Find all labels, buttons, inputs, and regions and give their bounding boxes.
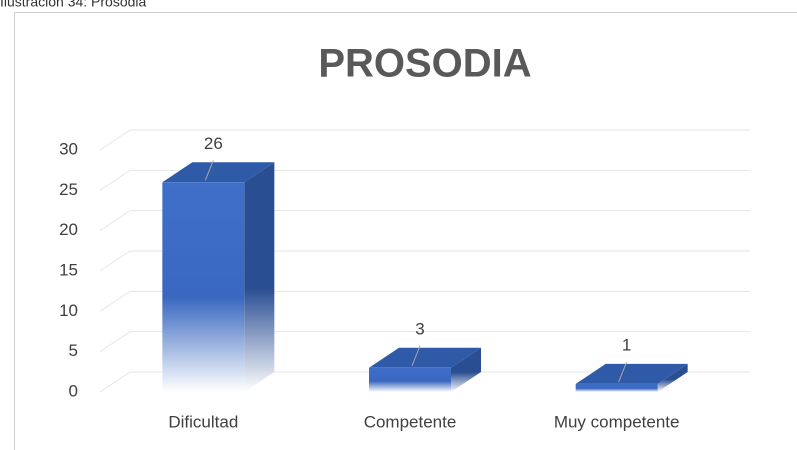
caption: Ilustración 34: Prosodia [0, 0, 147, 10]
bar [575, 383, 658, 392]
leader-line [204, 160, 214, 181]
bar [162, 182, 245, 392]
bar-top [575, 363, 688, 384]
y-tick-label: 5 [69, 341, 78, 360]
y-tick-label: 15 [59, 260, 78, 279]
y-tick-label: 10 [59, 301, 78, 320]
y-tick-label: 20 [59, 220, 78, 239]
bar-side [244, 162, 275, 392]
grid-line [99, 371, 131, 393]
grid-line [99, 331, 131, 353]
y-tick-label: 25 [59, 180, 78, 199]
bar-side [451, 347, 481, 392]
grid-line [99, 290, 131, 312]
chart-title: PROSODIA [318, 42, 531, 86]
bar-top [162, 162, 275, 183]
data-label: 26 [204, 134, 223, 153]
data-label: 1 [622, 335, 631, 354]
y-tick-label: 30 [59, 139, 78, 158]
grid-line [99, 129, 131, 151]
y-tick-label: 0 [69, 381, 78, 400]
chart-border [14, 12, 797, 450]
leader-line [411, 345, 421, 366]
bar-top [369, 347, 481, 368]
grid-line [99, 169, 131, 191]
x-tick-label: Competente [364, 412, 457, 431]
x-tick-label: Muy competente [554, 412, 680, 431]
bar [369, 367, 451, 392]
grid-line [99, 210, 131, 232]
bar-side [657, 363, 688, 392]
leader-line [618, 361, 628, 383]
data-label: 3 [415, 319, 424, 338]
x-tick-label: Dificultad [168, 412, 238, 431]
grid-line [99, 250, 131, 272]
